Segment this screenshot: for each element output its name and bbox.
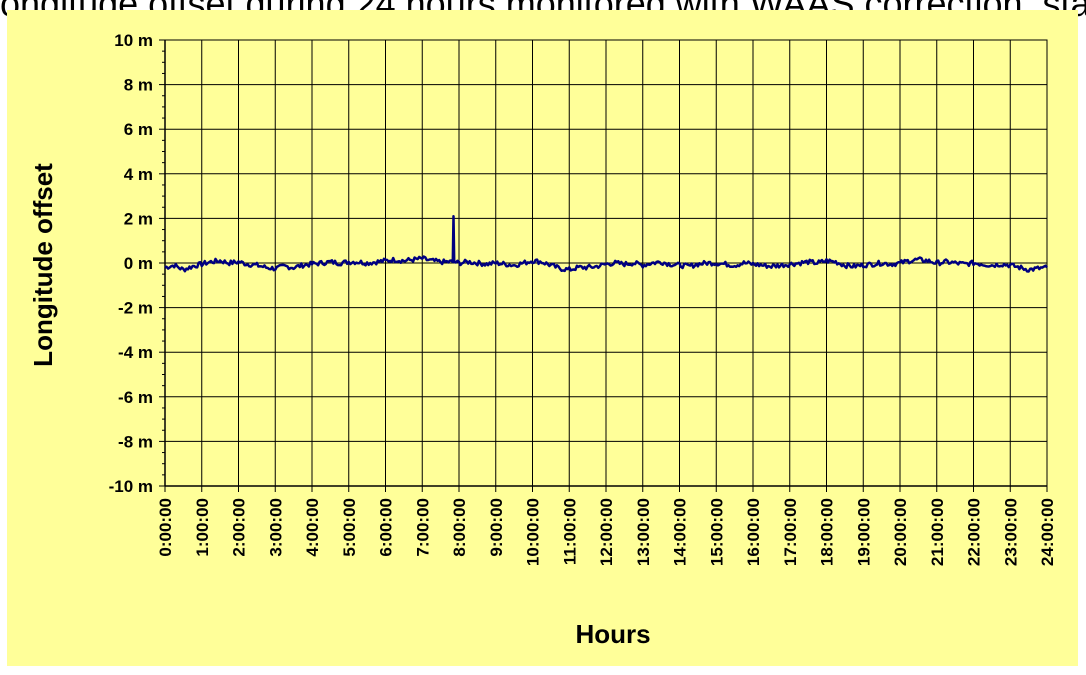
x-tick-label: 9:00:00 (487, 498, 506, 557)
x-tick-label: 8:00:00 (450, 498, 469, 557)
y-tick-label: -8 m (118, 432, 153, 451)
x-tick-label: 0:00:00 (156, 498, 175, 557)
y-tick-label: -2 m (118, 299, 153, 318)
x-tick-label: 11:00:00 (560, 498, 579, 565)
x-tick-label: 15:00:00 (707, 498, 726, 566)
y-tick-label: 4 m (124, 165, 153, 184)
x-tick-label: 7:00:00 (413, 498, 432, 557)
x-tick-label: 1:00:00 (193, 498, 212, 557)
x-tick-label: 6:00:00 (377, 498, 396, 557)
series-line-0 (164, 214, 1048, 273)
x-tick-label: 5:00:00 (340, 498, 359, 557)
x-tick-labels: 0:00:00 1:00:00 2:00:00 3:00:00 4:00:00 5:00:… (156, 498, 1057, 566)
x-tick-label: 20:00:00 (891, 498, 910, 566)
x-tick-label: 19:00:00 (854, 498, 873, 566)
y-tick-label: 0 m (124, 254, 153, 273)
y-tick-labels: 10 m 8 m 6 m 4 m 2 m 0 m -2 m -4 m -6 m -8 m -10 m (109, 31, 153, 496)
x-tick-label: 13:00:00 (634, 498, 653, 566)
chart-panel: 10 m 8 m 6 m 4 m 2 m 0 m -2 m -4 m -6 m -8 m -10 m… (7, 10, 1078, 666)
x-tick-label: 2:00:00 (230, 498, 249, 557)
x-tick-label: 12:00:00 (597, 498, 616, 566)
x-tick-label: 24:00:00 (1038, 498, 1057, 566)
x-tick-label: 18:00:00 (818, 498, 837, 566)
x-tick-label: 10:00:00 (524, 498, 543, 566)
y-tick-label: -4 m (118, 343, 153, 362)
x-tick-label: 4:00:00 (303, 498, 322, 557)
x-tick-label: 17:00:00 (781, 498, 800, 566)
longitude-offset-chart: 10 m 8 m 6 m 4 m 2 m 0 m -2 m -4 m -6 m -8 m -10 m… (28, 31, 1057, 649)
y-tick-label: -6 m (118, 388, 153, 407)
y-axis-title: Longitude offset (28, 163, 58, 367)
y-tick-label: 10 m (114, 31, 153, 50)
x-tick-label: 22:00:00 (965, 498, 984, 566)
x-tick-label: 3:00:00 (266, 498, 285, 557)
x-tick-label: 14:00:00 (671, 498, 690, 566)
y-tick-label: 2 m (124, 209, 153, 228)
y-tick-label: 6 m (124, 120, 153, 139)
x-tick-label: 21:00:00 (928, 498, 947, 566)
x-axis-title: Hours (575, 619, 650, 649)
data-series (164, 214, 1048, 273)
axes (159, 39, 1048, 492)
x-tick-label: 23:00:00 (1001, 498, 1020, 566)
y-tick-label: -10 m (109, 477, 153, 496)
y-tick-label: 8 m (124, 76, 153, 95)
x-tick-label: 16:00:00 (744, 498, 763, 566)
